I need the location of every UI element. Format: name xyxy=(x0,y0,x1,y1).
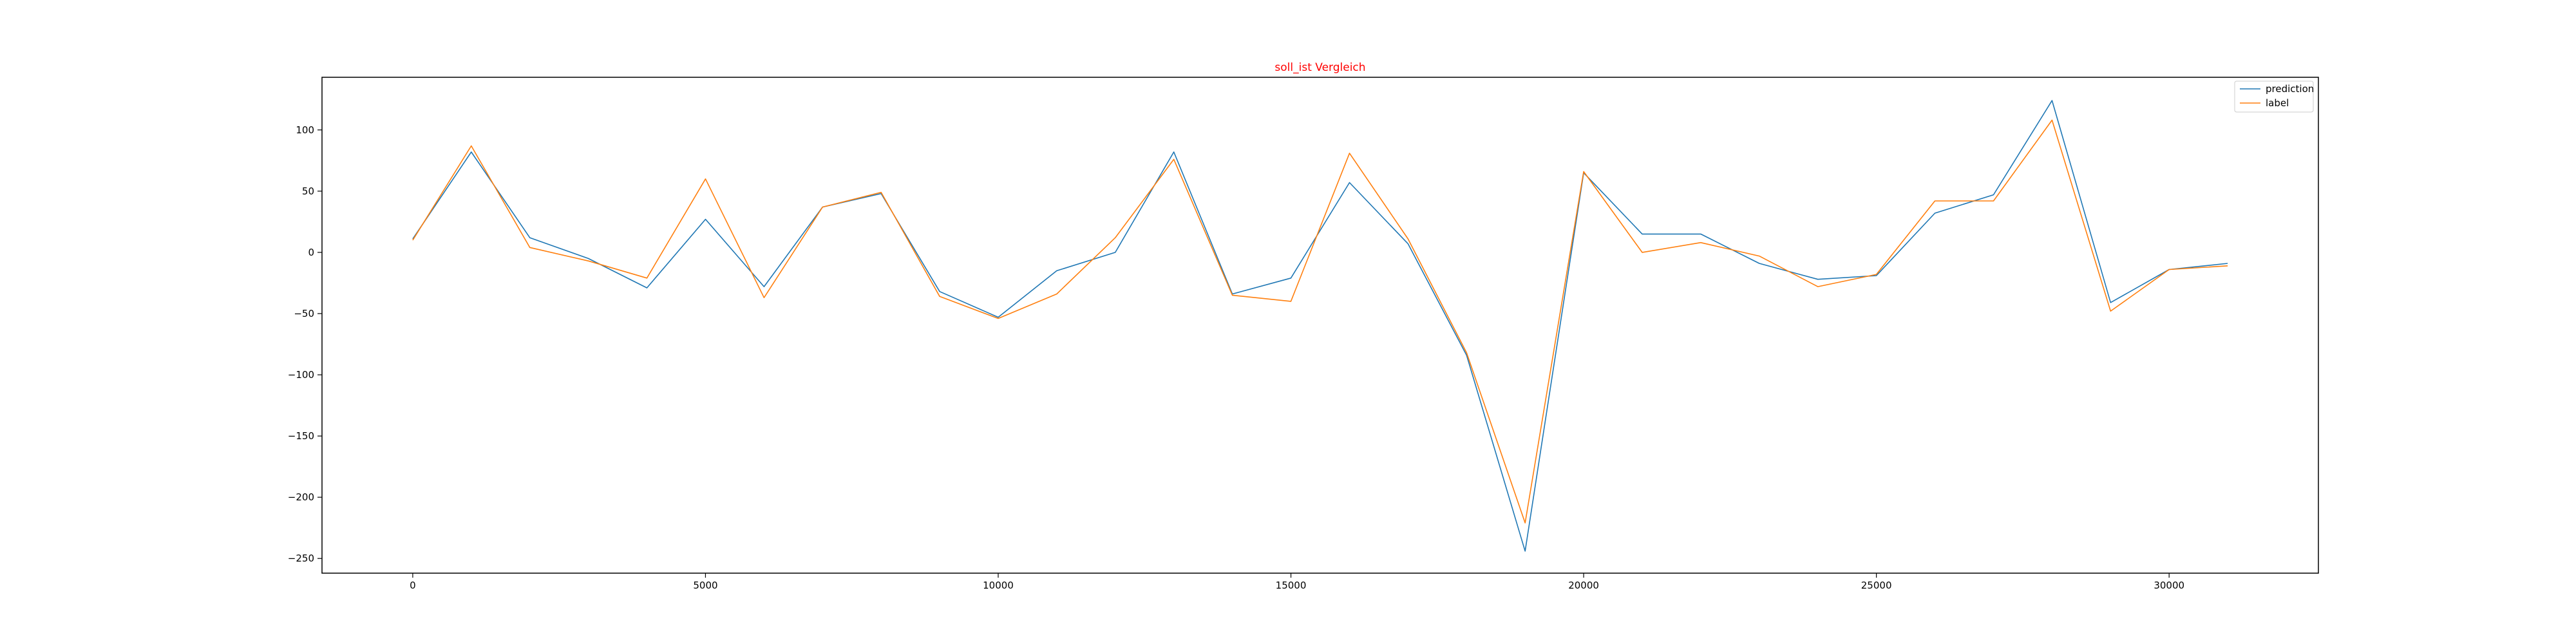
x-tick-label: 25000 xyxy=(1861,580,1892,591)
x-axis: 0 5000 10000 15000 20000 25000 30000 xyxy=(410,573,2184,591)
y-axis: 100 50 0 −50 −100 −150 −200 −250 xyxy=(288,124,322,564)
x-tick-label: 10000 xyxy=(983,580,1014,591)
legend: prediction label xyxy=(2234,80,2314,113)
legend-label-prediction: prediction xyxy=(2266,83,2314,95)
y-tick-label: −50 xyxy=(294,308,314,319)
x-tick-label: 20000 xyxy=(1568,580,1599,591)
x-tick-label: 0 xyxy=(410,580,416,591)
y-tick-label: −200 xyxy=(288,491,314,503)
y-tick-label: −100 xyxy=(288,369,314,381)
series-line-label xyxy=(412,119,2228,524)
x-tick-label: 15000 xyxy=(1276,580,1307,591)
series-line-prediction xyxy=(412,100,2228,552)
chart-title: soll_ist Vergleich xyxy=(1274,61,1365,74)
series-layer xyxy=(412,100,2228,552)
y-tick-label: 50 xyxy=(302,185,314,197)
x-tick-label: 5000 xyxy=(693,580,717,591)
y-tick-label: −150 xyxy=(288,430,314,442)
x-tick-label: 30000 xyxy=(2154,580,2184,591)
legend-label-label: label xyxy=(2266,97,2289,109)
y-tick-label: −250 xyxy=(288,553,314,564)
y-tick-label: 100 xyxy=(296,124,314,136)
y-tick-label: 0 xyxy=(308,247,314,258)
plot-frame xyxy=(321,77,2319,574)
